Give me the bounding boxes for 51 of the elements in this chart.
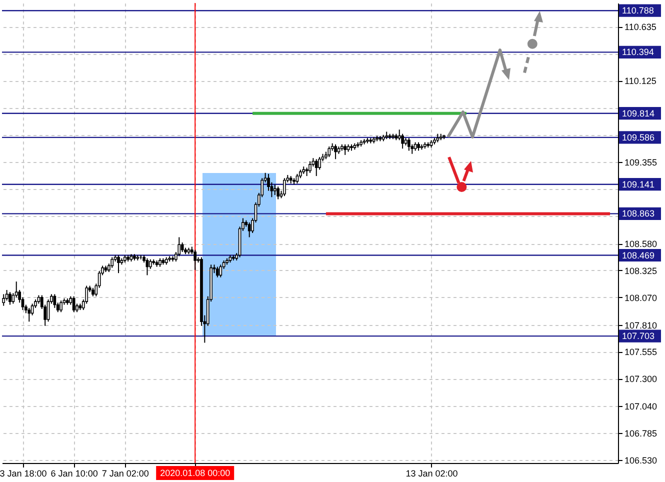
ref-line-label: 109.814 — [622, 108, 655, 118]
candlestick — [148, 258, 152, 270]
candlestick — [60, 300, 62, 313]
y-tick-label: 107.040 — [624, 402, 658, 412]
candlestick — [276, 186, 280, 200]
candlestick — [273, 184, 276, 196]
ref-line-label: 109.586 — [622, 132, 655, 142]
y-tick-label: 108.580 — [624, 239, 658, 250]
candlestick — [8, 292, 12, 306]
candlestick — [328, 146, 331, 158]
y-tick-label: 107.555 — [624, 347, 658, 358]
y-tick-label: 107.810 — [624, 320, 658, 330]
candlestick — [117, 254, 120, 274]
candlestick — [408, 138, 410, 152]
y-tick-label: 106.785 — [624, 428, 658, 438]
y-tick-label: 106.530 — [624, 455, 658, 466]
ref-line-label: 108.863 — [622, 208, 655, 219]
y-tick-label: 110.635 — [624, 22, 656, 32]
ref-line-label: 107.703 — [622, 331, 655, 342]
x-tick-label: 2020.01.08 00:00 — [160, 468, 230, 478]
candlestick — [308, 160, 312, 174]
candlestick — [72, 296, 76, 313]
candlestick — [180, 242, 184, 252]
y-tick-label: 109.355 — [624, 157, 658, 168]
x-tick-label: 13 Jan 02:00 — [406, 468, 458, 478]
candlestick — [2, 294, 6, 306]
candlestick — [53, 294, 56, 308]
x-tick-label: 6 Jan 10:00 — [50, 468, 98, 478]
candlestick — [110, 256, 114, 268]
ref-line-label: 108.469 — [622, 250, 655, 260]
candlestick — [334, 144, 337, 160]
candlestick — [28, 307, 31, 322]
candlestick — [398, 129, 401, 141]
ref-line-label: 110.788 — [622, 6, 654, 16]
ref-line-label: 109.141 — [622, 179, 655, 190]
candlestick — [283, 178, 286, 197]
x-tick-label: 3 Jan 18:00 — [0, 468, 47, 478]
y-tick-label: 108.325 — [624, 266, 658, 276]
candlestick — [194, 249, 197, 270]
candlestick — [344, 144, 347, 156]
candlestick — [296, 173, 299, 184]
candlestick — [248, 222, 251, 238]
candlestick — [216, 266, 219, 278]
y-tick-label: 108.070 — [624, 292, 658, 303]
candlestick — [401, 133, 404, 150]
candlestick — [219, 264, 222, 278]
y-tick-label: 110.125 — [624, 76, 656, 86]
ref-line-label: 110.394 — [622, 47, 654, 58]
y-tick-label: 107.300 — [624, 374, 658, 384]
candlestick — [314, 158, 318, 177]
x-tick-label: 7 Jan 02:00 — [102, 468, 149, 478]
